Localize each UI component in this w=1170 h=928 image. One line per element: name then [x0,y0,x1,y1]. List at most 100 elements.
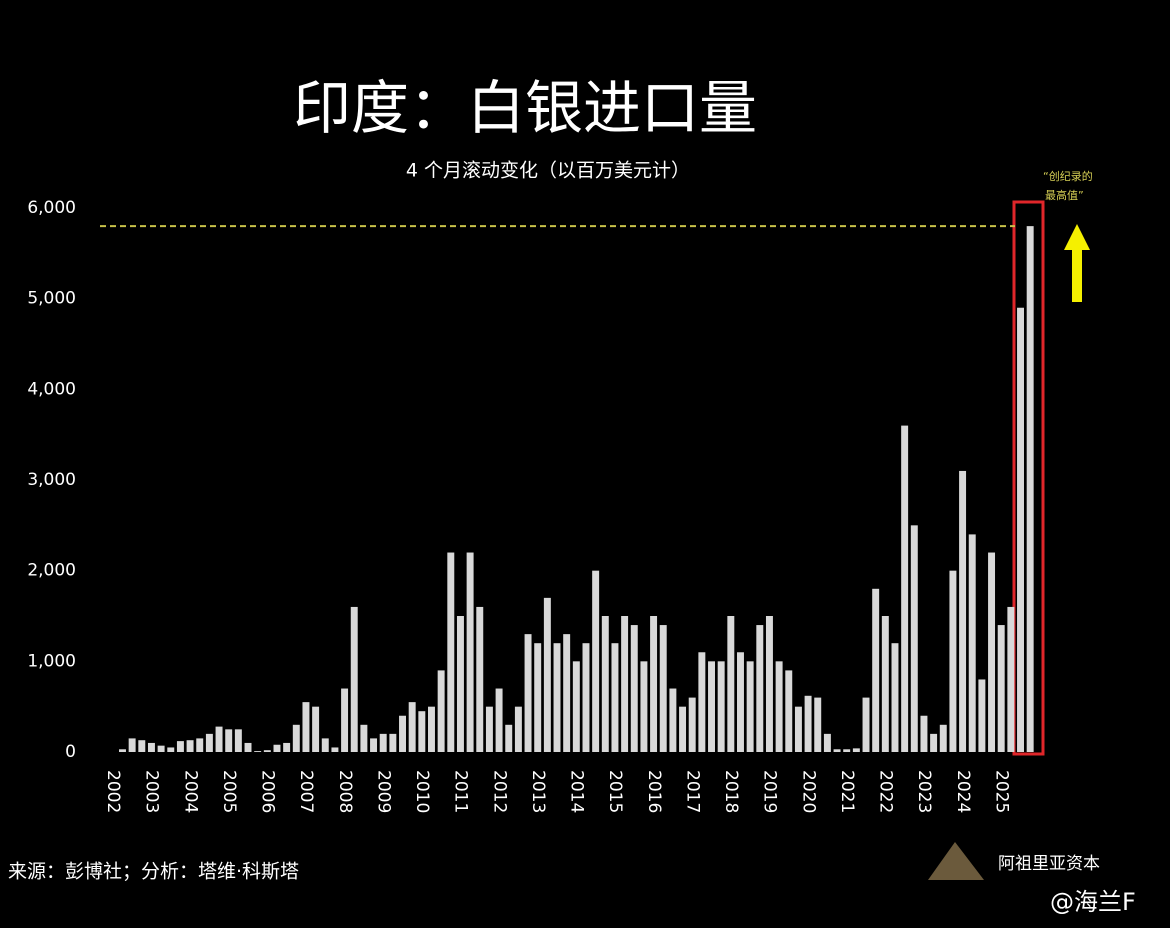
bar [765,616,773,752]
watermark: @海兰F [1050,888,1136,916]
x-tick-label: 2011 [451,770,471,813]
bar [1017,307,1024,752]
bar [176,741,184,752]
bar [978,679,986,752]
y-tick-label: 4,000 [27,379,76,399]
annotation: 最高值” [1045,188,1084,202]
x-tick-label: 2013 [528,770,548,813]
highlight-box [1012,200,1045,756]
x-tick-label: 2003 [142,770,162,813]
brand: 阿祖里亚资本 [998,854,1100,874]
bar [408,702,416,752]
logo [928,842,984,880]
bar [814,697,822,752]
x-tick-label: 2002 [103,770,123,813]
bar [630,625,638,752]
bar [650,616,658,752]
bar [910,525,918,752]
bar [254,751,262,752]
y-tick-label: 0 [65,742,76,762]
bar [234,729,242,752]
bar [196,738,204,752]
bar [901,425,909,752]
x-tick-label: 2018 [721,770,741,813]
bar [852,748,860,752]
bar [418,711,426,752]
x-tick-label: 2007 [296,770,316,813]
bar [341,688,349,752]
y-tick-label: 6,000 [27,198,76,218]
bar [804,695,812,752]
bar [737,652,744,752]
x-tick-label: 2017 [682,770,702,813]
bar [321,738,329,752]
x-tick-label: 2004 [180,770,200,813]
bar [466,552,474,752]
y-tick-label: 5,000 [27,289,76,309]
bar [930,733,938,752]
bar [640,661,648,752]
bar [891,643,899,752]
bar [582,643,590,752]
bar [949,570,957,752]
bar [379,733,387,752]
x-tick-label: 2025 [991,770,1011,813]
bar [881,616,889,752]
bar [302,702,310,752]
bar [437,670,445,752]
x-tick-label: 2023 [914,770,934,813]
bar [756,625,764,752]
x-tick-label: 2021 [837,770,857,813]
bar [997,625,1005,752]
x-tick-label: 2022 [876,770,896,813]
x-tick-label: 2010 [412,770,432,813]
bar [273,744,281,752]
bar [1026,226,1034,753]
bar [843,749,851,752]
bar [360,724,368,752]
bar [389,733,397,752]
x-tick-label: 2008 [335,770,355,813]
bar [331,747,339,752]
bar [746,661,754,752]
bar [572,661,580,752]
bar [215,726,223,752]
bar [524,634,532,752]
bar [534,643,542,752]
bar [823,733,831,752]
x-tick-label: 2009 [373,770,393,813]
bar [553,643,561,752]
arrow [1064,224,1090,302]
source: 来源：彭博社；分析：塔维·科斯塔 [8,861,299,883]
bar [505,724,513,752]
x-tick-label: 2005 [219,770,239,813]
bar [862,697,870,752]
bar [447,552,455,752]
bar [959,470,967,752]
bar [708,661,715,752]
bar [312,706,320,752]
x-tick-label: 2012 [489,770,509,813]
bar [717,661,725,752]
bar [563,634,571,752]
bar [775,661,783,752]
bar [138,740,146,752]
bar [679,706,687,752]
bar [621,616,629,752]
bar [495,688,503,752]
y-tick-label: 2,000 [27,561,76,581]
bar [428,706,435,752]
bar [601,616,609,752]
annotation: “创纪录的 [1043,169,1093,183]
bar [543,597,551,752]
bar [514,706,522,752]
x-tick-label: 2015 [605,770,625,813]
bar [592,570,600,752]
bar [263,750,271,752]
bar [669,688,677,752]
bar [939,724,947,752]
bar [370,738,378,752]
